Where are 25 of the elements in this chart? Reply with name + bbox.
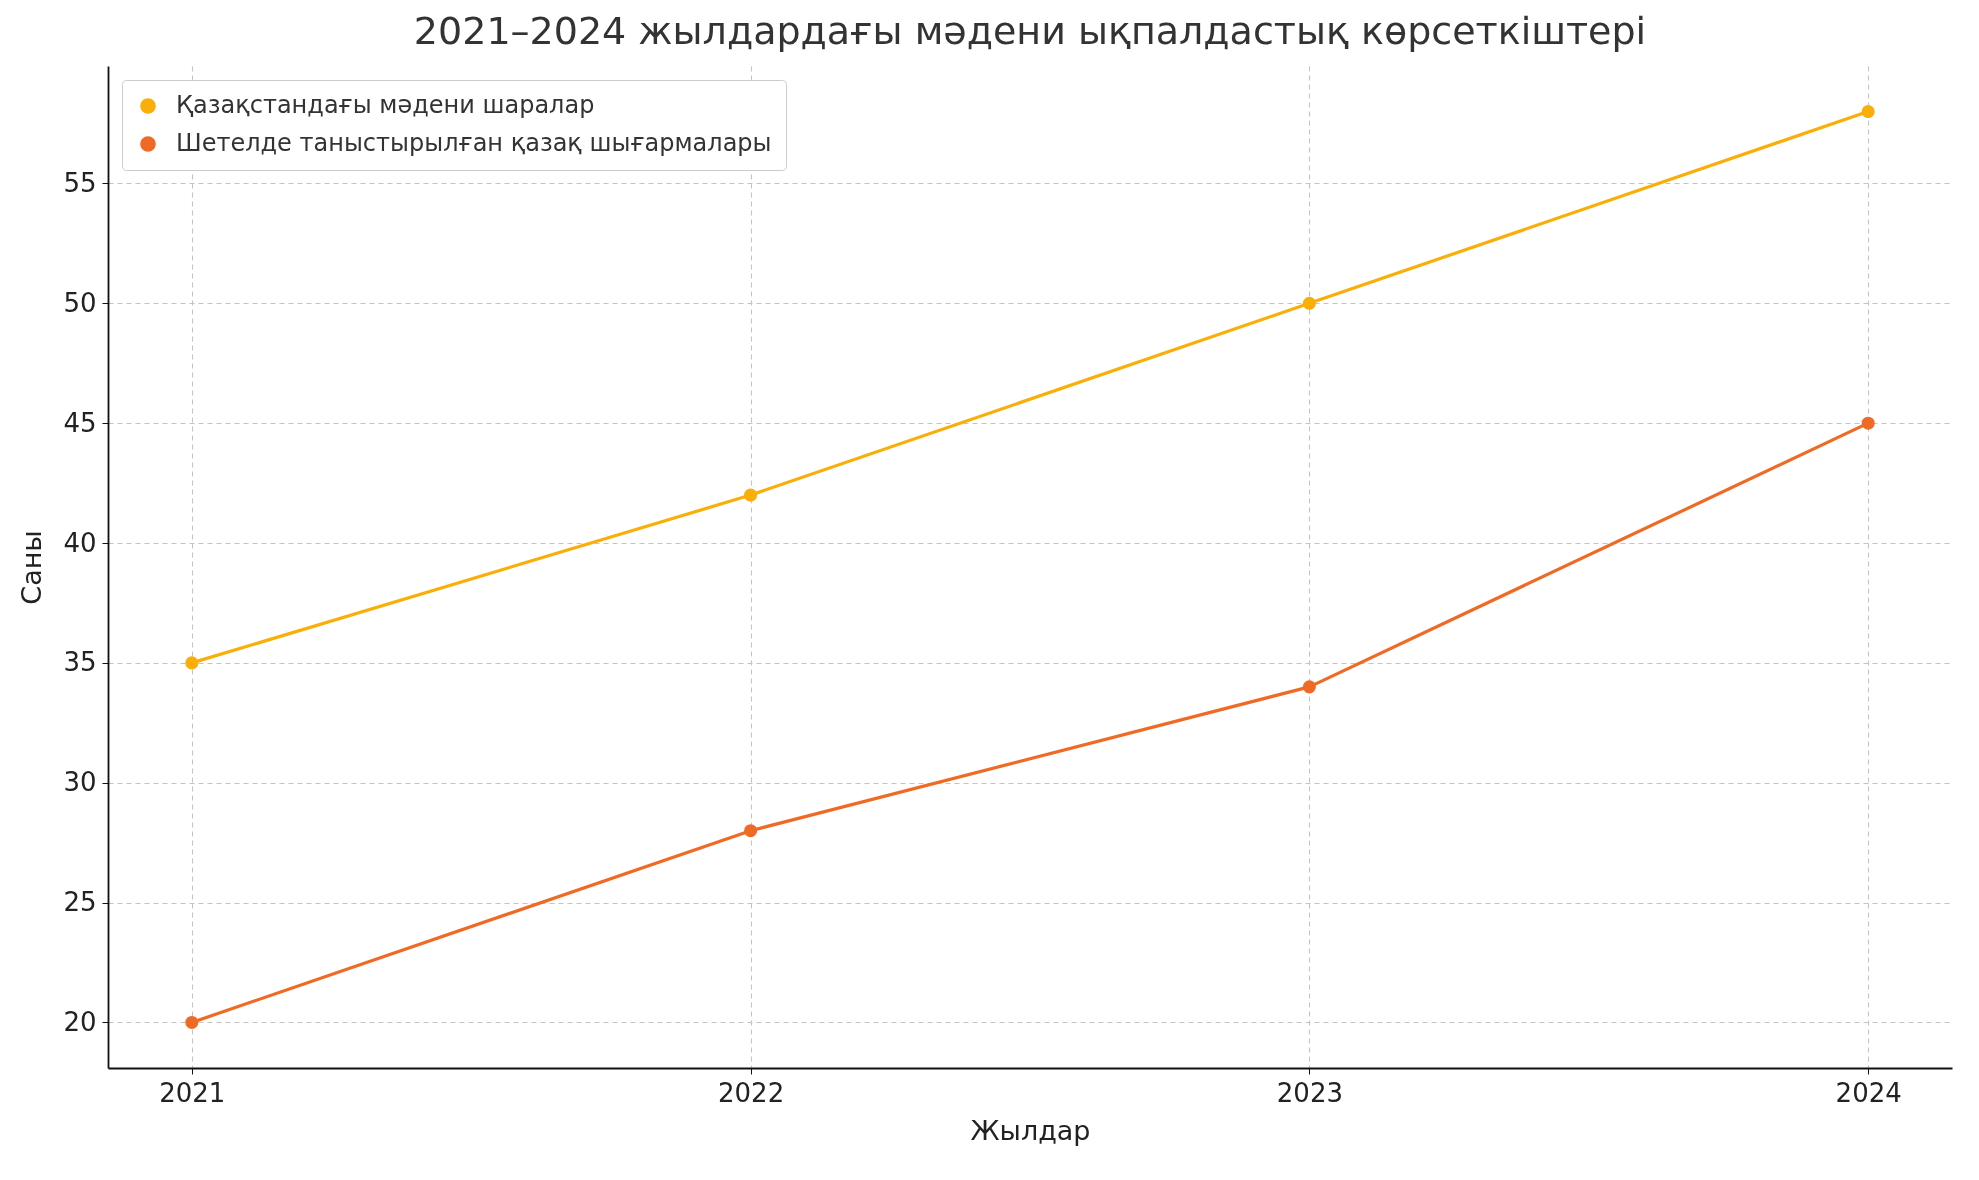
legend-label: Қазақстандағы мәдени шаралар bbox=[176, 91, 595, 119]
y-tick-label: 35 bbox=[63, 647, 97, 678]
y-tick-label: 45 bbox=[63, 407, 97, 438]
point bbox=[1861, 416, 1875, 430]
y-tick-label: 20 bbox=[63, 1006, 97, 1037]
x-tick-label: 2022 bbox=[718, 1077, 785, 1108]
point bbox=[1302, 680, 1316, 694]
y-tick-label: 40 bbox=[63, 527, 97, 558]
point bbox=[1861, 105, 1875, 119]
point bbox=[185, 656, 199, 670]
y-tick-label: 25 bbox=[63, 887, 97, 918]
point bbox=[744, 488, 758, 502]
point bbox=[744, 824, 758, 838]
x-axis-title: Жылдар bbox=[970, 1114, 1091, 1146]
point bbox=[185, 1015, 199, 1029]
x-tick-label: 2023 bbox=[1276, 1077, 1343, 1108]
chart-title: 2021–2024 жылдардағы мәдени ықпалдастық көрсеткіштері bbox=[413, 9, 1647, 53]
y-tick-label: 55 bbox=[63, 167, 97, 198]
x-tick-label: 2024 bbox=[1835, 1077, 1902, 1108]
x-tick-label: 2021 bbox=[159, 1077, 226, 1108]
point bbox=[1302, 296, 1316, 310]
y-tick-label: 50 bbox=[63, 287, 97, 318]
legend-label: Шетелде таныстырылған қазақ шығармалары bbox=[176, 129, 772, 157]
y-axis-title: Саны bbox=[16, 530, 48, 605]
y-tick-label: 30 bbox=[63, 767, 97, 798]
